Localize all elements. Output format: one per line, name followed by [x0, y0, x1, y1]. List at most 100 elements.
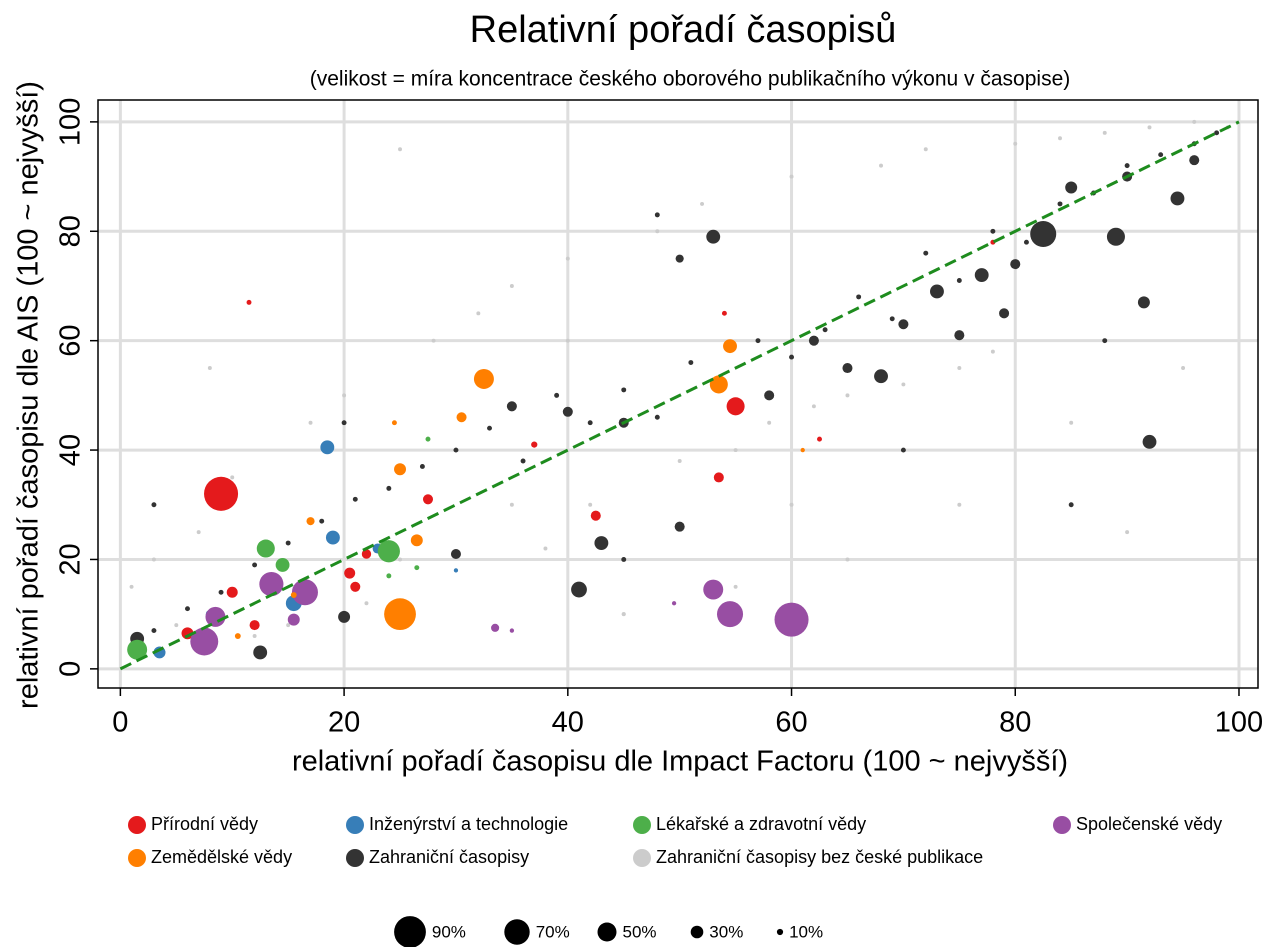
- data-point: [1102, 130, 1107, 135]
- data-point: [789, 354, 794, 360]
- data-point: [487, 425, 492, 431]
- data-point: [1125, 530, 1130, 535]
- data-point: [721, 310, 727, 316]
- data-point: [655, 229, 660, 234]
- data-point: [956, 278, 962, 283]
- data-point: [129, 584, 134, 589]
- legend-label: Zahraniční časopisy bez české publikace: [656, 847, 983, 867]
- data-point: [308, 420, 313, 425]
- data-point: [842, 362, 853, 374]
- data-point: [1170, 191, 1185, 206]
- data-point: [394, 463, 407, 476]
- data-point: [889, 316, 895, 322]
- data-point: [425, 436, 431, 442]
- data-point: [1214, 130, 1220, 136]
- data-point: [822, 327, 828, 333]
- data-point: [990, 228, 996, 234]
- data-point: [1124, 163, 1130, 169]
- y-tick-label: 20: [55, 543, 87, 575]
- data-point: [654, 414, 660, 420]
- data-point: [364, 601, 369, 606]
- data-point: [800, 447, 805, 453]
- legend-label: Zemědělské vědy: [151, 847, 292, 867]
- data-point: [587, 420, 593, 426]
- data-point: [811, 404, 816, 409]
- data-point: [384, 598, 416, 631]
- y-tick-label: 60: [55, 325, 87, 357]
- data-point: [205, 606, 226, 627]
- data-point: [151, 628, 157, 634]
- data-point: [246, 299, 252, 305]
- data-point: [218, 589, 224, 595]
- data-point: [531, 441, 538, 448]
- data-point: [1069, 420, 1074, 425]
- size-legend-marker: [394, 916, 426, 947]
- data-point: [509, 502, 514, 507]
- data-point: [306, 517, 315, 526]
- data-point: [275, 557, 290, 572]
- data-point: [151, 557, 156, 562]
- legend-label: Společenské vědy: [1076, 814, 1222, 834]
- data-point: [675, 254, 684, 263]
- data-point: [190, 627, 219, 656]
- data-point: [565, 256, 570, 261]
- data-point: [755, 338, 761, 344]
- data-point: [1065, 181, 1078, 194]
- chart-subtitle: (velikost = míra koncentrace českého obo…: [310, 68, 1071, 91]
- data-point: [845, 557, 850, 562]
- x-tick-label: 60: [775, 707, 807, 739]
- data-point: [723, 339, 737, 354]
- data-point: [151, 502, 157, 508]
- data-point: [562, 406, 573, 417]
- data-point: [621, 387, 627, 393]
- data-point: [325, 530, 340, 545]
- data-point: [709, 375, 728, 394]
- size-legend-marker: [690, 925, 704, 939]
- x-tick-label: 100: [1215, 707, 1263, 739]
- data-point: [974, 268, 989, 282]
- data-point: [342, 393, 347, 398]
- x-tick-label: 40: [552, 707, 584, 739]
- y-tick-label: 80: [55, 215, 87, 247]
- data-point: [990, 349, 995, 354]
- data-point: [700, 201, 705, 206]
- data-point: [1137, 296, 1150, 309]
- data-point: [1158, 152, 1164, 158]
- legend-label: Přírodní vědy: [151, 814, 258, 834]
- data-point: [571, 581, 587, 598]
- data-point: [338, 610, 351, 623]
- data-point: [207, 366, 212, 370]
- reference-line: [119, 120, 1240, 671]
- data-point: [543, 546, 548, 551]
- data-point: [473, 368, 494, 389]
- legend-label: Zahraniční časopisy: [369, 847, 529, 867]
- data-point: [874, 369, 888, 384]
- data-point: [174, 623, 179, 628]
- data-point: [386, 573, 392, 579]
- data-point: [491, 623, 500, 632]
- data-point: [901, 382, 906, 387]
- data-point: [1192, 119, 1197, 124]
- data-point: [181, 627, 194, 640]
- data-point: [1102, 338, 1108, 344]
- data-point: [287, 613, 300, 626]
- data-point: [879, 163, 884, 168]
- data-point: [453, 447, 459, 453]
- data-point: [999, 308, 1010, 319]
- data-point: [320, 440, 335, 455]
- data-point: [923, 250, 929, 256]
- data-point: [845, 393, 850, 398]
- legend-marker: [1053, 816, 1071, 834]
- data-point: [774, 602, 809, 637]
- data-point: [256, 539, 275, 558]
- data-point: [391, 420, 397, 426]
- data-point: [706, 229, 721, 244]
- data-point: [252, 634, 257, 639]
- data-point: [249, 620, 260, 631]
- size-legend-label: 30%: [709, 922, 743, 941]
- data-point: [621, 612, 626, 617]
- data-point: [713, 472, 724, 483]
- data-point: [422, 494, 434, 505]
- size-legend-label: 50%: [623, 922, 657, 941]
- chart-title: Relativní pořadí časopisů: [470, 9, 897, 51]
